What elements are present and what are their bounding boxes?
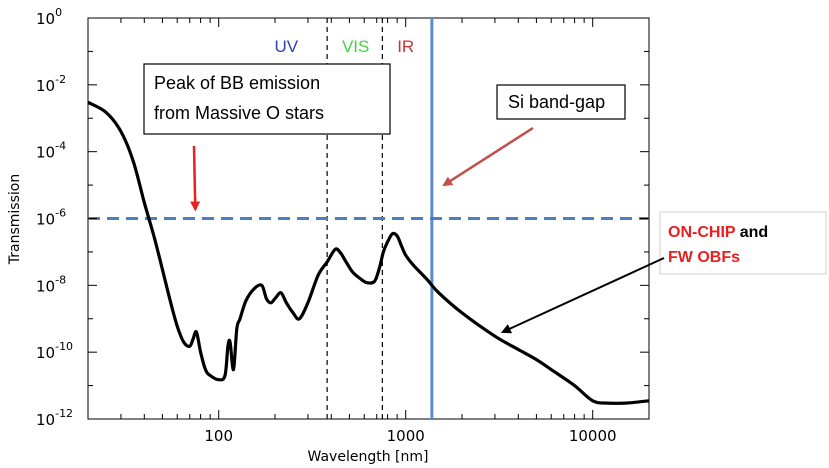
annotation-bb-peak-arrow [190, 145, 201, 212]
y-tick-label: 100 [36, 6, 62, 28]
and-label: and [735, 224, 768, 241]
region-label-vis: VIS [342, 37, 369, 56]
annotation-on-chip-line1: ON-CHIP and [668, 224, 768, 241]
annotation-si-bandgap: Si band-gap [442, 84, 626, 187]
axis-ticks: 100 1000 10000 100 10-2 10-4 10-6 10-8 10-10 10-1… [36, 6, 650, 445]
region-labels: UV VIS IR [275, 37, 415, 56]
annotation-si-bandgap-arrow [442, 126, 534, 187]
annotation-on-chip-arrow [500, 257, 665, 334]
y-tick-label: 10-10 [36, 340, 73, 362]
x-tick-label: 10000 [569, 427, 617, 445]
transmission-curve [87, 100, 650, 405]
annotation-on-chip: ON-CHIP and FW OBFs [500, 211, 827, 334]
y-tick-label: 10-4 [36, 140, 66, 162]
annotation-on-chip-line2: FW OBFs [668, 249, 740, 266]
region-label-uv: UV [275, 37, 299, 56]
x-axis-title: Wavelength [nm] [308, 449, 429, 465]
annotation-bb-peak-line2: from Massive O stars [154, 103, 324, 123]
region-label-ir: IR [397, 37, 414, 56]
y-tick-label: 10-2 [36, 73, 66, 95]
series-layer [87, 100, 650, 405]
on-chip-label: ON-CHIP [668, 224, 736, 241]
y-axis-title: Transmission [7, 174, 23, 265]
annotation-bb-peak-box [143, 63, 391, 135]
annotation-si-bandgap-box [496, 84, 626, 120]
y-tick-label: 10-12 [36, 407, 73, 429]
x-tick-label: 1000 [387, 427, 425, 445]
x-tick-label: 100 [204, 427, 233, 445]
annotation-on-chip-box [659, 211, 827, 275]
annotation-si-bandgap-text: Si band-gap [508, 92, 605, 112]
annotation-bb-peak: Peak of BB emission from Massive O stars [143, 63, 391, 212]
y-tick-label: 10-6 [36, 207, 66, 229]
annotation-bb-peak-line1: Peak of BB emission [154, 73, 320, 93]
y-tick-label: 10-8 [36, 273, 66, 295]
